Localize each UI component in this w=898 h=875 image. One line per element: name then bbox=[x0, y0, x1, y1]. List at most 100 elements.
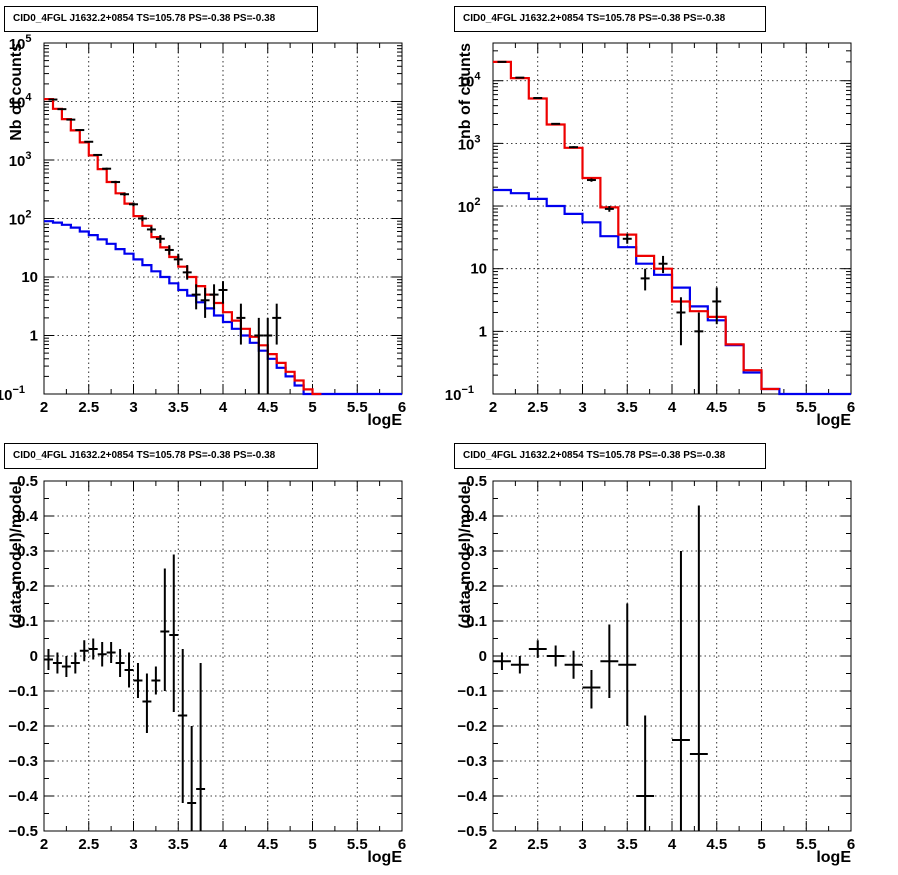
panel-2-x-axis-label: logE bbox=[816, 412, 851, 429]
panel-2-xtick-label: 4.5 bbox=[706, 399, 727, 416]
panel-1-xtick-label: 5.5 bbox=[347, 399, 368, 416]
panel-1-xtick-label: 4 bbox=[219, 399, 228, 416]
panel-1-data-point bbox=[111, 180, 121, 184]
panel-2-ytick-label: 10−1 bbox=[445, 384, 474, 404]
panel-1-title: CID0_4FGL J1632.2+0854 TS=105.78 PS=-0.3… bbox=[4, 6, 318, 32]
panel-1-ytick-label: 1 bbox=[30, 328, 38, 345]
panel-1-data-point bbox=[66, 118, 76, 121]
panel-4-data-point bbox=[618, 603, 637, 726]
panel-2-data-point bbox=[676, 297, 686, 346]
panel-2-data-point bbox=[497, 60, 507, 63]
panel-1-data-point bbox=[263, 317, 273, 394]
panel-1-y-axis-label: Nb of counts bbox=[8, 43, 25, 141]
panel-1-data-point bbox=[84, 140, 94, 143]
panel-4-ytick-label: 0.5 bbox=[466, 473, 487, 490]
panel-3-ytick-label: 0.5 bbox=[17, 473, 38, 490]
panel-3-xtick-label: 5 bbox=[308, 836, 316, 853]
panel-3-data-point bbox=[178, 649, 188, 803]
panel-1-x-axis-label: logE bbox=[367, 412, 402, 429]
panel-1-xtick-label: 3 bbox=[129, 399, 137, 416]
panel-1-data-point bbox=[75, 129, 85, 132]
panel-4-data-point bbox=[600, 624, 619, 698]
panel-4-ytick-label: 0.4 bbox=[466, 508, 488, 525]
panel-4-ytick-label: −0.5 bbox=[457, 823, 487, 840]
panel-3-ytick-label: 0.2 bbox=[17, 578, 38, 595]
panel-3-ytick-label: −0.1 bbox=[8, 683, 38, 700]
panel-3-xtick-label: 5.5 bbox=[347, 836, 368, 853]
panel-3-data-point bbox=[187, 726, 197, 831]
panel-3-y-axis-label: (data-model)/model bbox=[8, 481, 25, 629]
panel-1-data-point bbox=[120, 192, 130, 196]
panel-2-data-point bbox=[622, 233, 632, 244]
panel-3-data-point bbox=[52, 652, 62, 674]
panel-4-x-axis-label: logE bbox=[816, 849, 851, 866]
panel-2-xtick-label: 2.5 bbox=[527, 399, 548, 416]
panel-3-data-point bbox=[44, 649, 53, 670]
panel-1-data-point bbox=[155, 235, 165, 244]
panel-2-series-2-hist bbox=[493, 60, 780, 391]
panel-3-data-point bbox=[142, 673, 152, 733]
panel-1-data-point bbox=[182, 265, 192, 280]
panel-4-ytick-label: −0.2 bbox=[457, 718, 487, 735]
panel-1-xtick-label: 3.5 bbox=[168, 399, 189, 416]
panel-1-data-point bbox=[57, 108, 67, 111]
panel-3-ytick-label: −0.2 bbox=[8, 718, 38, 735]
panel-1-ytick-label: 103 bbox=[9, 150, 32, 170]
panel-4-data-point bbox=[582, 670, 601, 709]
panel-4-ytick-label: −0.1 bbox=[457, 683, 487, 700]
panel-2-ytick-label: 1 bbox=[479, 323, 487, 340]
panel-1-data-point bbox=[218, 281, 228, 304]
panel-3-data-point bbox=[106, 642, 116, 663]
panel-1-data-point bbox=[236, 303, 246, 345]
panel-4-data-point bbox=[510, 656, 529, 674]
panel-4-data-point bbox=[528, 640, 547, 658]
panel-3-xtick-label: 6 bbox=[398, 836, 406, 853]
panel-2-data-point bbox=[533, 96, 543, 99]
panel-3-data-point bbox=[97, 642, 107, 667]
panel-3-data-point bbox=[169, 554, 179, 712]
panel-4-ytick-label: 0.1 bbox=[466, 613, 487, 630]
panel-3-xtick-label: 2 bbox=[40, 836, 48, 853]
panel-1-data-point bbox=[200, 287, 210, 318]
panel-3-data-point bbox=[79, 640, 89, 662]
panel-2-xtick-label: 2 bbox=[489, 399, 497, 416]
panel-4-xtick-label: 2 bbox=[489, 836, 497, 853]
panel-2-y-axis-label: nb of counts bbox=[457, 43, 474, 139]
panel-4-data-point bbox=[493, 652, 511, 670]
panel-2-xtick-label: 4 bbox=[668, 399, 677, 416]
panel-3-ytick-label: −0.4 bbox=[8, 788, 38, 805]
panel-1-series-2-hist bbox=[44, 98, 322, 396]
panel-1-xtick-label: 2.5 bbox=[78, 399, 99, 416]
panel-3-xtick-label: 3.5 bbox=[168, 836, 189, 853]
panel-4-ytick-label: 0.2 bbox=[466, 578, 487, 595]
panel-1-xtick-label: 6 bbox=[398, 399, 406, 416]
panel-2-ytick-label: 10 bbox=[470, 261, 487, 278]
panel-3-ytick-label: 0.1 bbox=[17, 613, 38, 630]
panel-4-xtick-label: 3 bbox=[578, 836, 586, 853]
panel-2-data-point bbox=[515, 76, 525, 79]
panel-4-data-point bbox=[546, 645, 565, 667]
panel-1-data-point bbox=[209, 284, 219, 310]
panel-2-xtick-label: 3 bbox=[578, 399, 586, 416]
panel-1-data-point bbox=[102, 167, 112, 170]
panel-3-data-point bbox=[124, 652, 134, 688]
panel-3-data-point bbox=[160, 568, 170, 691]
panel-2-data-point bbox=[569, 146, 579, 149]
panel-1-data-point bbox=[129, 202, 138, 207]
panel-1-data-point bbox=[173, 253, 183, 266]
panel-1-data-point bbox=[191, 284, 201, 310]
panel-4-xtick-label: 3.5 bbox=[617, 836, 638, 853]
panel-2-xtick-label: 5.5 bbox=[796, 399, 817, 416]
panel-2-data-point bbox=[658, 255, 668, 274]
panel-1-data-point bbox=[93, 153, 103, 156]
panel-3-ytick-label: −0.3 bbox=[8, 753, 38, 770]
panel-2-title: CID0_4FGL J1632.2+0854 TS=105.78 PS=-0.3… bbox=[454, 6, 766, 32]
panel-3-data-point bbox=[70, 652, 80, 674]
panel-1-data-point bbox=[164, 245, 174, 255]
panel-4-ytick-label: 0.3 bbox=[466, 543, 487, 560]
panel-1-data-point bbox=[254, 317, 264, 394]
panel-2-data-point bbox=[551, 122, 561, 125]
panel-4-data-point bbox=[689, 505, 708, 831]
panel-3-ytick-label: 0.4 bbox=[17, 508, 39, 525]
